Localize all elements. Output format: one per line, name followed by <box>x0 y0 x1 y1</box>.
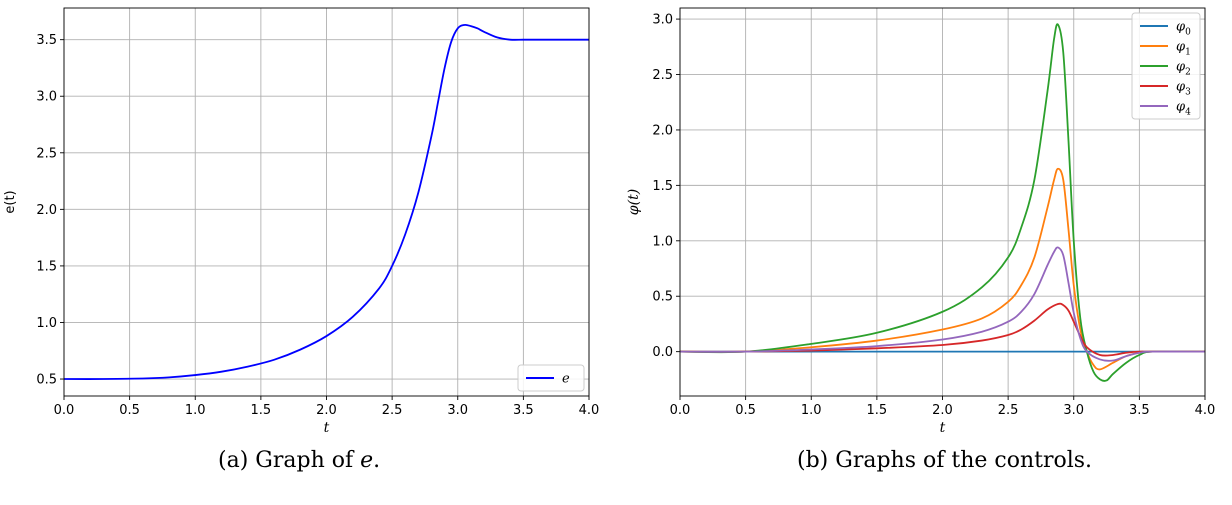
y-tick-label: 0.0 <box>652 345 673 360</box>
legend-label: φ2 <box>1176 60 1191 78</box>
legend-label: φ4 <box>1176 100 1191 118</box>
series-line-1 <box>680 167 1205 371</box>
caption-a-var: e <box>360 448 374 473</box>
x-tick-label: 4.0 <box>579 403 600 418</box>
caption-a-label: (a) <box>218 448 249 473</box>
legend-label-base: φ <box>1176 20 1186 35</box>
y-tick-label: 2.5 <box>652 68 673 83</box>
series-group <box>64 23 589 380</box>
chart-e: 0.0 0.5 1.0 1.5 2.0 2.5 3.0 3.5 4.0 0.5 1.0 1.5 2.0 2… <box>3 7 600 436</box>
y-tick-label: 1.0 <box>652 234 673 249</box>
y-axis-label: φ(t) <box>626 189 642 215</box>
x-tick-label: 3.5 <box>1129 403 1150 418</box>
legend-label: φ3 <box>1176 80 1191 98</box>
x-tick-label: 1.0 <box>185 403 206 418</box>
y-tick-label: 0.5 <box>36 373 57 388</box>
x-tick-label: 1.0 <box>801 403 822 418</box>
x-tick-label: 2.0 <box>316 403 337 418</box>
y-tick-label: 3.0 <box>36 90 57 105</box>
x-tick-label: 0.0 <box>670 403 691 418</box>
caption-b: (b) Graphs of the controls. <box>797 448 1092 473</box>
x-tick-label: 0.5 <box>119 403 140 418</box>
legend-label-base: φ <box>1176 80 1186 95</box>
x-tick-label: 4.0 <box>1195 403 1216 418</box>
legend-label-base: φ <box>1176 100 1186 115</box>
y-tick-label: 1.5 <box>36 259 57 274</box>
x-tick-label: 2.5 <box>998 403 1019 418</box>
grid <box>679 8 1206 396</box>
legend-label-base: φ <box>1176 40 1186 55</box>
legend-label-text: e <box>562 372 570 387</box>
x-axis-label: t <box>940 420 946 436</box>
caption-a-text: Graph of <box>255 448 361 473</box>
series-line-0 <box>64 23 589 380</box>
series-line-4 <box>680 246 1205 362</box>
x-tick-label: 1.5 <box>251 403 272 418</box>
legend-label-base: φ <box>1176 60 1186 75</box>
x-tick-label: 0.5 <box>735 403 756 418</box>
x-tick-label: 3.0 <box>1063 403 1084 418</box>
chart-controls: 0.0 0.5 1.0 1.5 2.0 2.5 3.0 3.5 4.0 0.0 0.5 1.0 1.5 2… <box>626 7 1216 436</box>
caption-a-end: . <box>373 448 381 473</box>
y-tick-label: 3.0 <box>652 13 673 28</box>
y-tick-label: 0.5 <box>652 290 673 305</box>
caption-b-label: (b) <box>797 448 829 473</box>
legend-label-sub: 1 <box>1185 48 1191 58</box>
y-tick-label: 1.0 <box>36 316 57 331</box>
series-line-3 <box>680 302 1205 357</box>
grid <box>63 8 590 396</box>
x-tick-label: 2.0 <box>932 403 953 418</box>
caption-b-text: Graphs of the controls. <box>835 448 1093 473</box>
legend-label-sub: 0 <box>1185 28 1191 38</box>
y-tick-label: 3.5 <box>36 33 57 48</box>
y-tick-label: 2.0 <box>36 203 57 218</box>
x-tick-label: 1.5 <box>867 403 888 418</box>
series-group <box>680 23 1205 382</box>
legend-label-sub: 4 <box>1185 108 1191 118</box>
y-tick-label: 2.0 <box>652 123 673 138</box>
legend-label: φ0 <box>1176 20 1191 38</box>
legend-label: φ1 <box>1176 40 1191 58</box>
caption-a: (a) Graph of e. <box>218 448 380 473</box>
legend-label-sub: 3 <box>1185 88 1191 98</box>
x-tick-label: 3.0 <box>447 403 468 418</box>
x-axis-label: t <box>324 420 330 436</box>
legend-label-sub: 2 <box>1185 68 1191 78</box>
x-tick-label: 2.5 <box>382 403 403 418</box>
legend-label: e <box>562 372 570 387</box>
x-tick-label: 3.5 <box>513 403 534 418</box>
y-tick-label: 1.5 <box>652 179 673 194</box>
y-axis-label: e(t) <box>3 190 18 213</box>
series-line-2 <box>680 23 1205 382</box>
x-tick-label: 0.0 <box>54 403 75 418</box>
y-tick-label: 2.5 <box>36 146 57 161</box>
legend: e <box>517 364 585 392</box>
